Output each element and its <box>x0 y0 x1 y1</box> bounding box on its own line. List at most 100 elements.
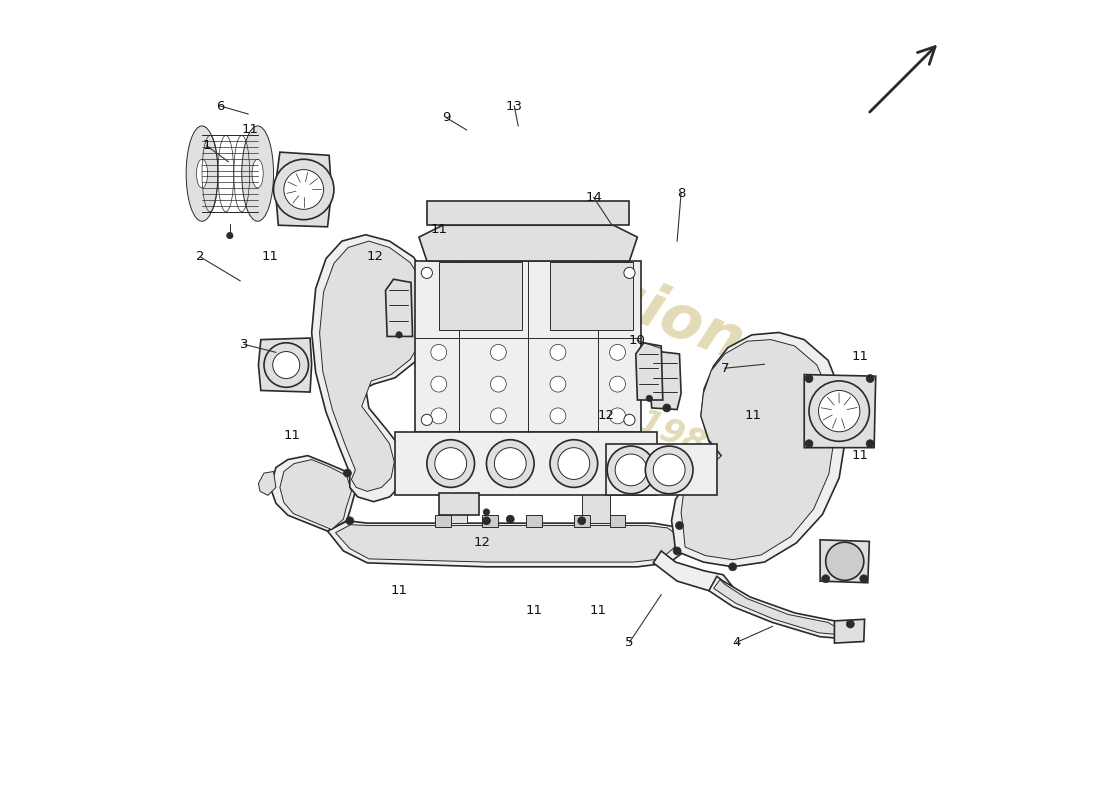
Polygon shape <box>415 261 641 432</box>
Circle shape <box>284 170 323 210</box>
Text: 12: 12 <box>597 410 614 422</box>
Polygon shape <box>636 342 663 400</box>
Circle shape <box>729 563 737 571</box>
Polygon shape <box>311 234 434 502</box>
Circle shape <box>506 515 515 523</box>
Polygon shape <box>427 202 629 226</box>
Circle shape <box>609 376 626 392</box>
Circle shape <box>483 517 491 525</box>
Circle shape <box>434 448 466 479</box>
Text: 8: 8 <box>676 187 685 200</box>
Circle shape <box>624 414 635 426</box>
Text: 9: 9 <box>442 111 451 125</box>
Text: 10: 10 <box>629 334 646 347</box>
Polygon shape <box>606 444 717 495</box>
Polygon shape <box>439 202 466 523</box>
Text: 12: 12 <box>366 250 384 263</box>
Circle shape <box>227 232 233 238</box>
Circle shape <box>558 448 590 479</box>
Circle shape <box>609 408 626 424</box>
Text: 11: 11 <box>590 604 606 617</box>
Polygon shape <box>483 515 498 527</box>
Polygon shape <box>419 226 637 261</box>
Circle shape <box>273 351 300 378</box>
Polygon shape <box>434 515 451 527</box>
Polygon shape <box>804 374 876 448</box>
Text: 4: 4 <box>733 636 741 649</box>
Polygon shape <box>609 515 626 527</box>
Text: 6: 6 <box>216 99 224 113</box>
Text: 7: 7 <box>720 362 729 374</box>
Polygon shape <box>835 619 865 643</box>
Polygon shape <box>395 432 658 495</box>
Text: 13: 13 <box>506 99 522 113</box>
Polygon shape <box>550 262 634 330</box>
Text: 11: 11 <box>390 584 408 597</box>
Circle shape <box>491 376 506 392</box>
Polygon shape <box>439 262 522 330</box>
Circle shape <box>808 381 869 442</box>
Circle shape <box>431 344 447 360</box>
Ellipse shape <box>252 159 263 188</box>
Circle shape <box>343 469 351 477</box>
Circle shape <box>826 542 864 580</box>
Circle shape <box>866 440 874 448</box>
Circle shape <box>805 374 813 382</box>
Polygon shape <box>582 202 609 523</box>
Polygon shape <box>328 521 693 567</box>
Polygon shape <box>320 241 428 491</box>
Circle shape <box>486 440 535 487</box>
Circle shape <box>846 620 855 628</box>
Circle shape <box>624 267 635 278</box>
Circle shape <box>653 454 685 486</box>
Circle shape <box>491 344 506 360</box>
Circle shape <box>673 547 681 555</box>
Text: a passion: a passion <box>427 196 752 374</box>
Polygon shape <box>271 456 355 531</box>
Text: 11: 11 <box>430 222 448 236</box>
Polygon shape <box>279 459 351 530</box>
Text: 11: 11 <box>284 430 300 442</box>
Circle shape <box>818 390 860 432</box>
Polygon shape <box>671 333 846 567</box>
Text: 2: 2 <box>196 250 205 263</box>
Circle shape <box>431 376 447 392</box>
Polygon shape <box>649 350 681 410</box>
Text: 3: 3 <box>240 338 249 351</box>
Circle shape <box>421 414 432 426</box>
Text: 11: 11 <box>851 449 868 462</box>
Text: 11: 11 <box>851 350 868 363</box>
Text: 11: 11 <box>526 604 542 617</box>
Circle shape <box>431 408 447 424</box>
Polygon shape <box>439 493 478 515</box>
Text: 11: 11 <box>744 410 761 422</box>
Polygon shape <box>708 576 846 638</box>
Circle shape <box>805 440 813 448</box>
Circle shape <box>491 408 506 424</box>
Polygon shape <box>681 340 835 560</box>
Text: for parts since 1985: for parts since 1985 <box>368 298 732 470</box>
Circle shape <box>483 509 490 515</box>
Circle shape <box>663 404 671 412</box>
Circle shape <box>615 454 647 486</box>
Circle shape <box>578 517 585 525</box>
Polygon shape <box>258 471 276 495</box>
Circle shape <box>646 446 693 494</box>
Circle shape <box>822 574 829 582</box>
Circle shape <box>860 574 868 582</box>
Polygon shape <box>653 551 733 592</box>
Circle shape <box>396 332 403 338</box>
Circle shape <box>607 446 654 494</box>
Ellipse shape <box>242 126 274 222</box>
Circle shape <box>264 342 308 387</box>
Circle shape <box>274 159 334 220</box>
Text: 11: 11 <box>262 250 279 263</box>
Circle shape <box>550 344 565 360</box>
Polygon shape <box>574 515 590 527</box>
Polygon shape <box>526 515 542 527</box>
Text: 12: 12 <box>474 537 491 550</box>
Ellipse shape <box>197 159 208 188</box>
Text: 14: 14 <box>585 191 602 204</box>
Ellipse shape <box>186 126 218 222</box>
Polygon shape <box>714 579 839 634</box>
